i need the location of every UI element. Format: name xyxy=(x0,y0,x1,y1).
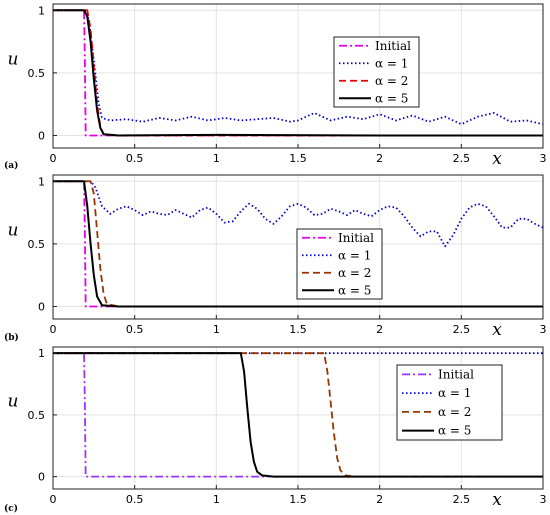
legend: Initial α = 1 α = 2 α = 5 xyxy=(396,364,503,441)
y-axis-label: u xyxy=(8,392,19,412)
legend-entry-label: α = 1 xyxy=(338,248,371,262)
series-line-2 xyxy=(53,9,544,126)
x-tick-label: 2.5 xyxy=(453,493,471,506)
y-tick-label: 0.5 xyxy=(28,67,46,80)
y-tick-label: 0 xyxy=(38,129,45,142)
x-tick-label: 3 xyxy=(540,493,547,506)
x-tick-label: 0.5 xyxy=(126,323,144,336)
x-tick-label: 3 xyxy=(540,323,547,336)
legend-entry-label: Initial xyxy=(438,367,474,381)
panel-label: (a) xyxy=(4,160,18,171)
legend-entry-label: α = 2 xyxy=(338,266,371,280)
x-tick-label: 0 xyxy=(50,152,57,165)
x-tick-label: 1 xyxy=(213,493,220,506)
legend-box xyxy=(296,228,383,300)
x-tick-label: 0 xyxy=(50,493,57,506)
x-tick-label: 0.5 xyxy=(126,493,144,506)
legend-entry-label: α = 2 xyxy=(438,405,471,419)
legend-entry-label: α = 1 xyxy=(438,386,471,400)
legend: Initial α = 1 α = 2 α = 5 xyxy=(333,36,420,108)
legend-entry-label: Initial xyxy=(375,39,411,53)
x-tick-label: 0.5 xyxy=(126,152,144,165)
legend-entry-label: α = 1 xyxy=(375,56,408,70)
legend-box xyxy=(333,36,420,108)
chart-panel-3: 0 0.5 1 1.5 2 2.5 3 0 0.5 1 x u (c) Initial α = 1 α = 2… xyxy=(4,346,547,514)
y-tick-label: 0 xyxy=(38,300,45,313)
x-tick-label: 0 xyxy=(50,323,57,336)
legend-entry-label: α = 5 xyxy=(438,424,471,438)
x-axis-label: x xyxy=(492,320,502,340)
legend-entry-label: Initial xyxy=(338,231,374,245)
x-tick-label: 1 xyxy=(213,323,220,336)
x-tick-label: 2.5 xyxy=(453,152,471,165)
y-tick-label: 1 xyxy=(38,347,45,360)
chart-panel-1: 0 0.5 1 1.5 2 2.5 3 0 0.5 1 x u (a) Initial α = 1 α = 2… xyxy=(4,3,547,171)
legend-entry-label: α = 5 xyxy=(338,283,371,297)
legend-box xyxy=(396,364,503,441)
series-line-4 xyxy=(53,9,543,137)
x-tick-label: 1 xyxy=(213,152,220,165)
x-tick-label: 1.5 xyxy=(289,152,307,165)
y-tick-label: 0 xyxy=(38,471,45,484)
legend-entry-label: α = 2 xyxy=(375,74,408,88)
y-axis-label: u xyxy=(8,220,19,240)
chart-panel-2: 0 0.5 1 1.5 2 2.5 3 0 0.5 1 x u (b) Initial α = 1 α = 2… xyxy=(4,174,547,343)
y-axis-label: u xyxy=(8,49,19,69)
series-line-4 xyxy=(53,352,543,478)
x-tick-label: 1.5 xyxy=(289,323,307,336)
x-axis-label: x xyxy=(492,149,502,169)
legend-entry-label: α = 5 xyxy=(375,91,408,105)
panel-label: (c) xyxy=(4,503,18,514)
x-tick-label: 2 xyxy=(376,493,383,506)
y-tick-label: 0.5 xyxy=(28,409,46,422)
x-tick-label: 2.5 xyxy=(453,323,471,336)
y-tick-label: 1 xyxy=(38,4,45,17)
x-tick-label: 2 xyxy=(376,152,383,165)
y-tick-label: 1 xyxy=(38,175,45,188)
x-tick-label: 1.5 xyxy=(289,493,307,506)
x-axis-label: x xyxy=(492,490,502,510)
x-tick-label: 2 xyxy=(376,323,383,336)
y-tick-label: 0.5 xyxy=(28,238,46,251)
x-tick-label: 3 xyxy=(540,152,547,165)
series-line-4 xyxy=(53,180,543,308)
panel-label: (b) xyxy=(4,332,19,343)
legend: Initial α = 1 α = 2 α = 5 xyxy=(296,228,383,300)
